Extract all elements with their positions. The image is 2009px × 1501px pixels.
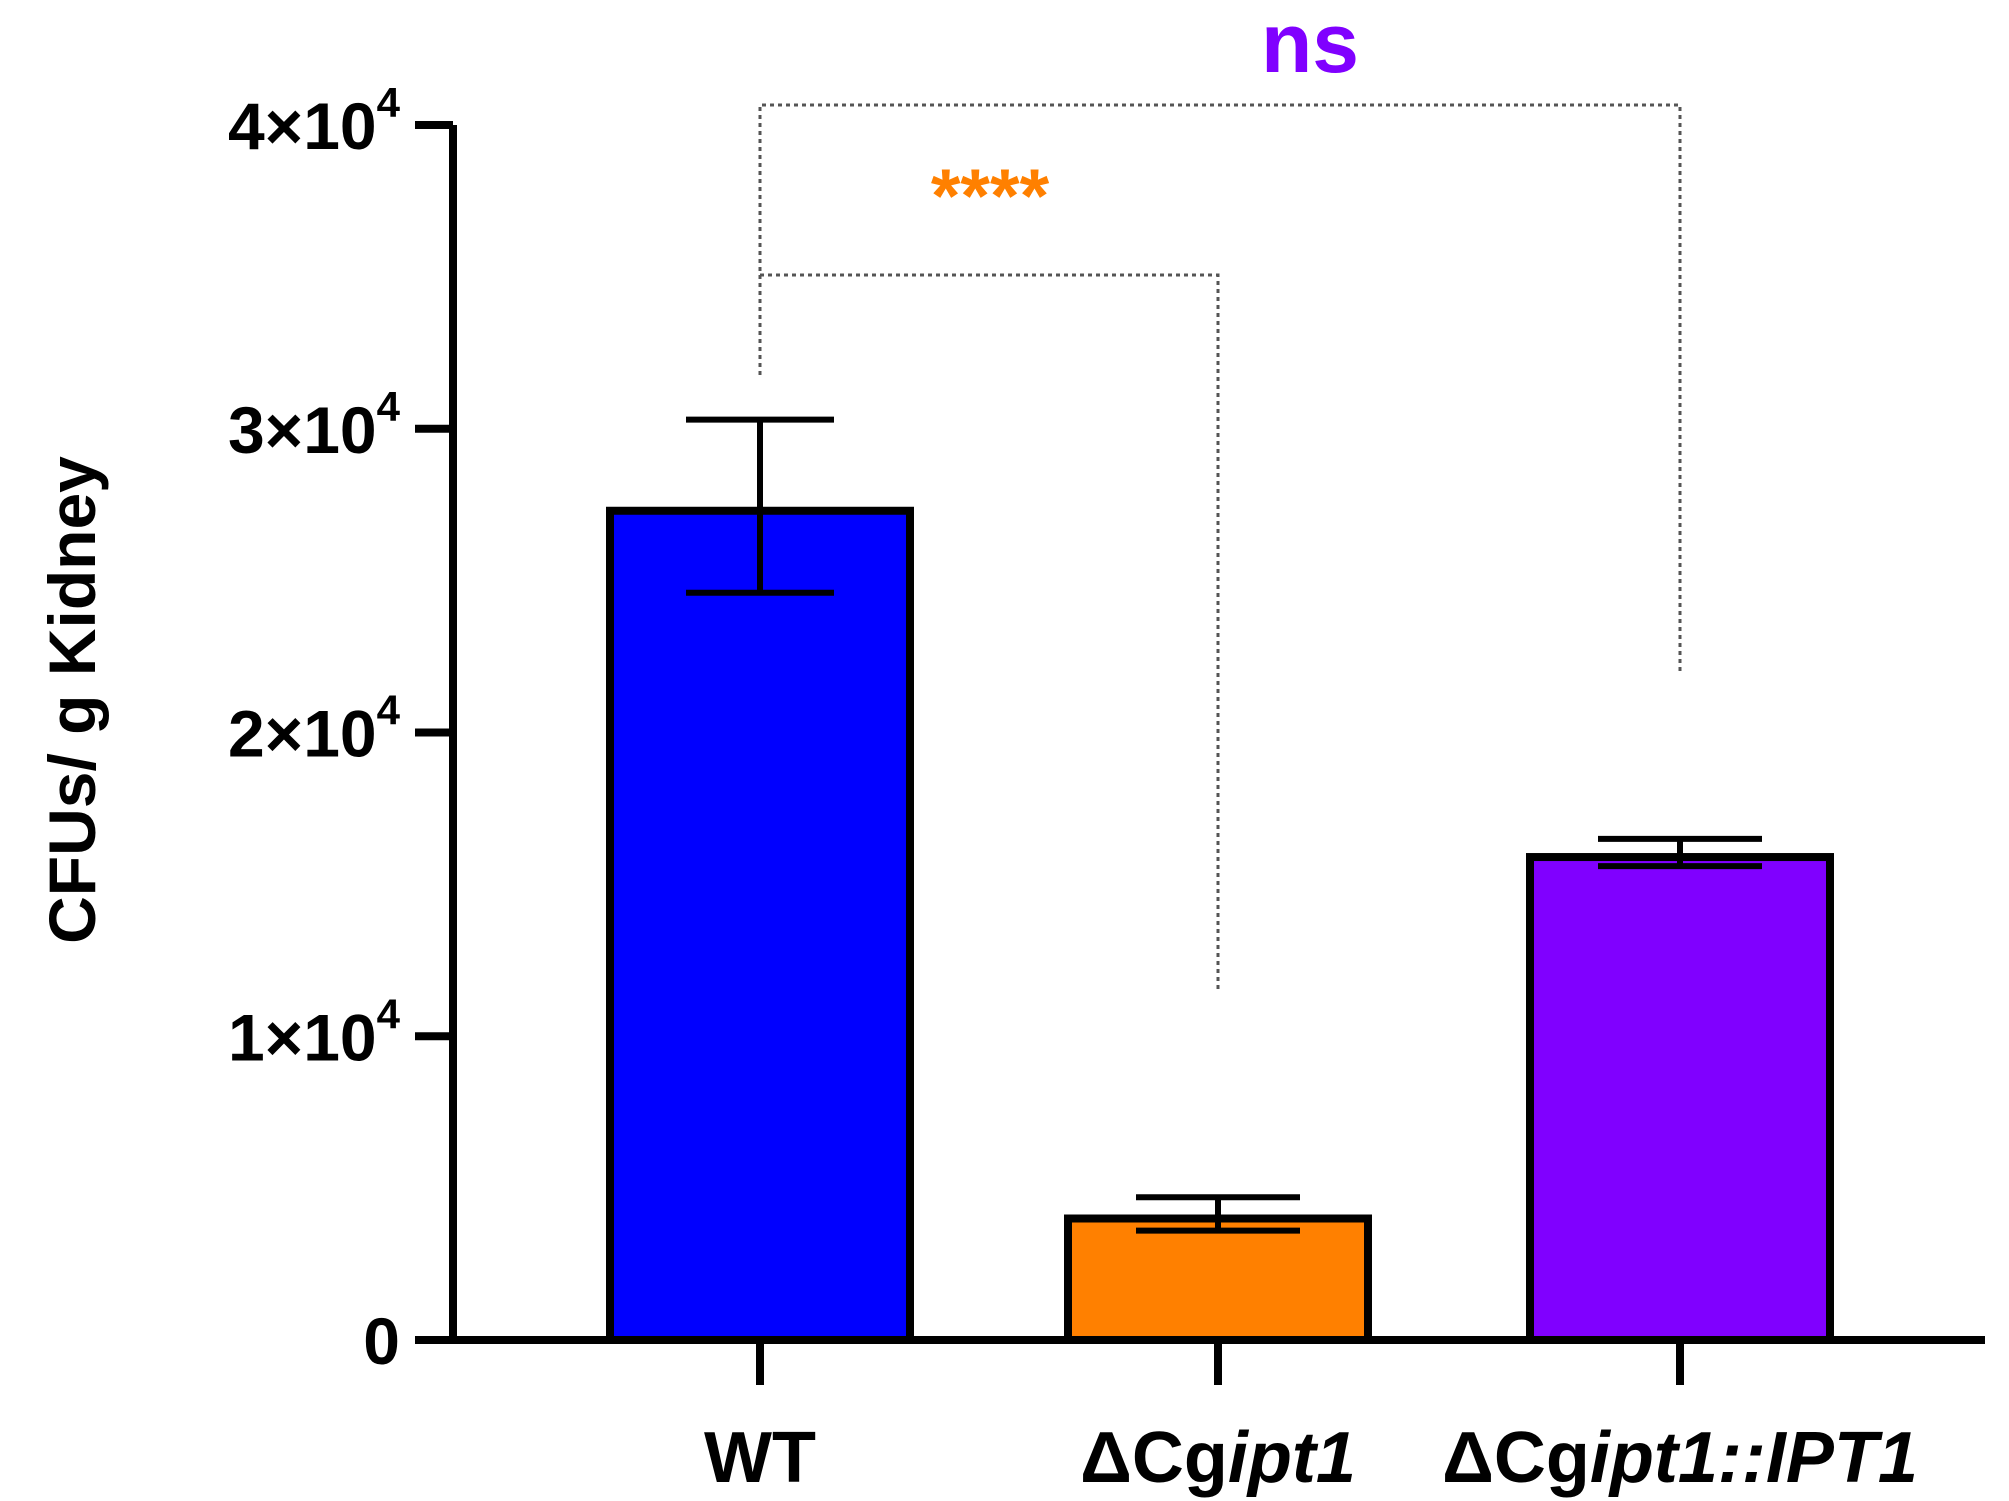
- y-tick-exponent: 4: [377, 687, 401, 734]
- category-label-italic: ipt1::IPT1: [1590, 1418, 1918, 1498]
- error-bar-wt: [686, 416, 834, 596]
- significance-layer: **** ns: [758, 0, 1682, 990]
- y-tick-label: 2×104: [228, 687, 401, 771]
- y-tick-label: 4×104: [228, 79, 401, 163]
- error-bars-layer: [686, 416, 1762, 1234]
- y-tick-label: 1×104: [228, 990, 401, 1074]
- y-tick-label: 3×104: [228, 383, 401, 467]
- error-bar-cgipt1: [1136, 1194, 1300, 1234]
- y-tick-exponent: 4: [377, 79, 401, 126]
- y-tick-exponent: 4: [377, 990, 401, 1037]
- y-tick-exponent: 4: [377, 383, 401, 430]
- comparison-bracket-1: ****: [760, 154, 1220, 990]
- comparison-bracket-line: [758, 103, 1682, 675]
- significance-label-2: ns: [1261, 0, 1359, 90]
- category-label-prefix: ΔCg: [1080, 1418, 1228, 1498]
- y-axis-title: CFUs/ g Kidney: [35, 456, 109, 944]
- bar-cgipt1: [1064, 1214, 1372, 1344]
- y-tick-mantissa: 2×10: [228, 697, 377, 771]
- y-tick-label: 0: [363, 1304, 400, 1378]
- comparison-bracket-2: ns: [758, 0, 1682, 675]
- error-bar-cgipt1-ipt1: [1598, 835, 1762, 870]
- category-label-prefix: ΔCg: [1442, 1418, 1590, 1498]
- y-tick-mantissa: 4×10: [228, 89, 377, 163]
- x-category-label-wt: WT: [704, 1418, 816, 1498]
- x-category-label-cgipt1-ipt1: ΔCgipt1::IPT1: [1442, 1418, 1918, 1498]
- y-tick-mantissa: 3×10: [228, 393, 377, 467]
- category-label-prefix: WT: [704, 1418, 816, 1498]
- x-ticks-layer: WT ΔCgipt1 ΔCgipt1::IPT1: [704, 1340, 1918, 1498]
- x-category-label-cgipt1: ΔCgipt1: [1080, 1418, 1356, 1498]
- comparison-bracket-line: [760, 273, 1220, 990]
- bar-wt: [606, 506, 914, 1344]
- significance-label-1: ****: [931, 154, 1050, 239]
- y-tick-mantissa: 1×10: [228, 1000, 377, 1074]
- bar-cgipt1-ipt1: [1526, 853, 1834, 1344]
- category-label-italic: ipt1: [1228, 1418, 1356, 1498]
